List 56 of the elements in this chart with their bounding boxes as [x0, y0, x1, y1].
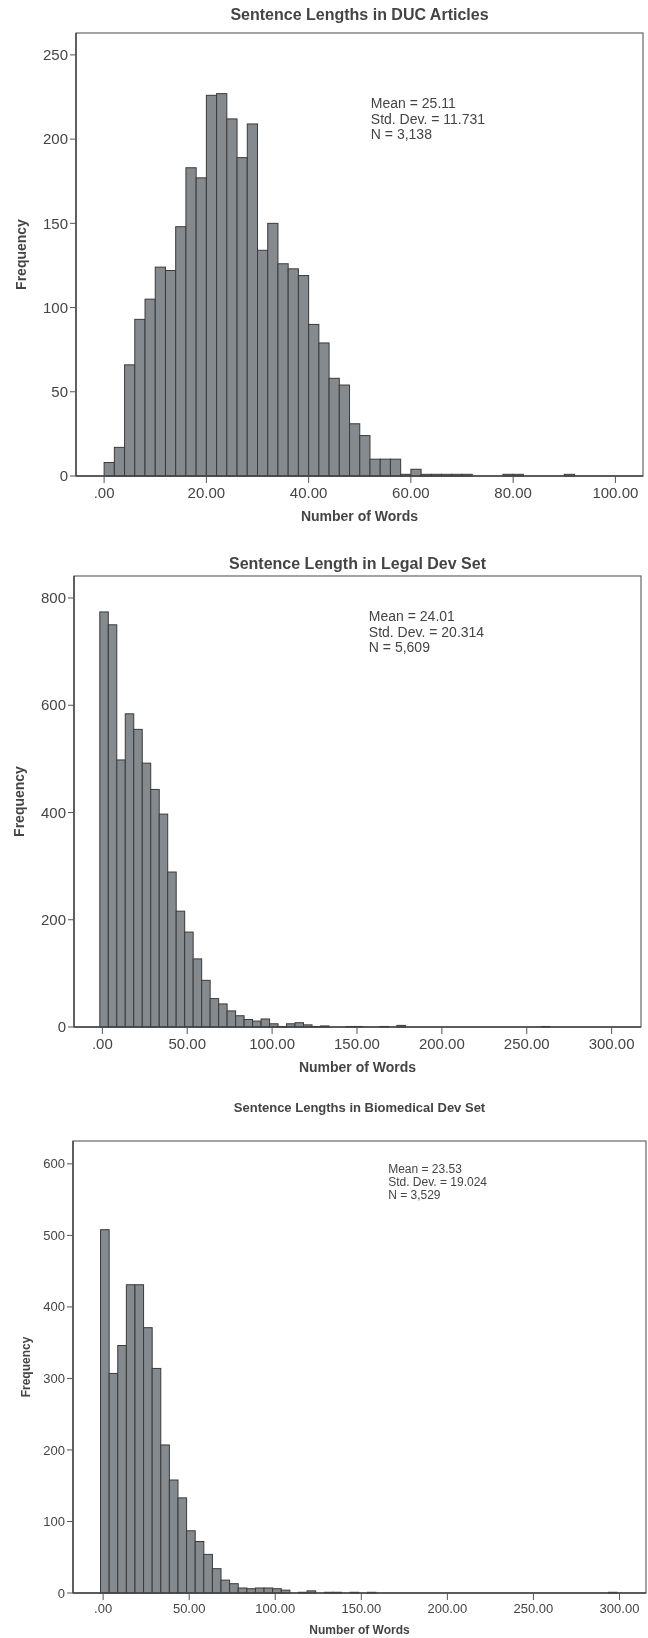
x-axis-title: Number of Words — [309, 1623, 411, 1637]
x-tick-label: 300.00 — [588, 1035, 635, 1052]
annotation: Mean = 24.01 — [368, 608, 456, 625]
x-tick-label: 100.00 — [592, 484, 639, 501]
annotation: N = 5,609 — [368, 638, 431, 655]
x-tick-label: 60.00 — [392, 484, 430, 501]
x-axis-title: Number of Words — [300, 508, 419, 524]
y-tick-label: 200 — [42, 130, 68, 148]
x-tick-label: .00 — [93, 484, 115, 501]
y-tick-label: 0 — [59, 467, 68, 485]
y-tick-label: 600 — [40, 696, 66, 714]
y-axis-title: Frequency — [11, 765, 27, 837]
annotation: Std. Dev. = 11.731 — [370, 110, 486, 127]
x-tick-label: 50.00 — [168, 1035, 206, 1052]
chart-title: Sentence Lengths in Biomedical Dev Set — [233, 1100, 486, 1115]
x-tick-label: 200.00 — [418, 1035, 465, 1052]
x-tick-label: 150.00 — [334, 1035, 380, 1052]
x-tick-label: 40.00 — [289, 484, 328, 501]
x-tick-label: 250.00 — [503, 1035, 550, 1052]
x-tick-label: .00 — [91, 1035, 113, 1052]
chart-title: Sentence Lengths in DUC Articles — [230, 6, 489, 23]
y-tick-label: 100 — [42, 298, 68, 316]
x-tick-label: 20.00 — [187, 484, 226, 501]
y-tick-label: 400 — [43, 1299, 65, 1315]
y-tick-label: 200 — [43, 1442, 65, 1458]
x-tick-label: 80.00 — [494, 484, 532, 501]
y-tick-label: 250 — [42, 46, 68, 64]
y-tick-label: 0 — [57, 1585, 65, 1601]
y-tick-label: 200 — [40, 911, 66, 928]
x-tick-label: 100.00 — [255, 1601, 296, 1617]
x-tick-label: 100.00 — [249, 1035, 296, 1052]
y-tick-label: 150 — [42, 214, 68, 232]
x-tick-label: 250.00 — [513, 1601, 554, 1617]
y-tick-label: 300 — [43, 1370, 65, 1386]
x-tick-label: 300.00 — [599, 1601, 640, 1617]
annotation: Mean = 23.53 — [388, 1161, 463, 1176]
x-tick-label: 150.00 — [341, 1601, 382, 1617]
x-tick-label: .00 — [94, 1601, 113, 1617]
chart-title: Sentence Length in Legal Dev Set — [229, 555, 487, 572]
annotation: N = 3,529 — [388, 1188, 441, 1203]
y-tick-label: 100 — [43, 1514, 65, 1530]
y-tick-label: 50 — [51, 383, 68, 401]
x-tick-label: 200.00 — [427, 1601, 468, 1617]
y-axis-title: Frequency — [19, 1336, 33, 1398]
y-tick-label: 600 — [43, 1156, 65, 1172]
annotation: Mean = 25.11 — [370, 95, 457, 112]
x-tick-label: 50.00 — [172, 1601, 206, 1617]
y-tick-label: 0 — [57, 1018, 66, 1036]
y-axis-title: Frequency — [13, 218, 29, 290]
x-axis-title: Number of Words — [298, 1059, 417, 1075]
annotation: Std. Dev. = 20.314 — [368, 623, 485, 640]
y-tick-label: 500 — [43, 1227, 65, 1243]
annotation: Std. Dev. = 19.024 — [388, 1174, 488, 1189]
y-tick-label: 800 — [40, 589, 66, 607]
y-tick-label: 400 — [40, 803, 66, 821]
annotation: N = 3,138 — [370, 126, 433, 143]
